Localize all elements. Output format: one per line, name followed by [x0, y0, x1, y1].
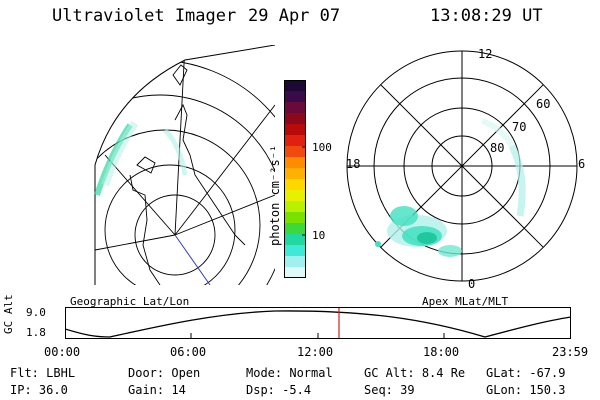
colorbar-cell	[284, 124, 306, 136]
coastline	[129, 174, 161, 285]
date-label: 29 Apr 07	[248, 6, 341, 26]
mlt-label-top: 12	[478, 47, 493, 61]
colorbar-cell	[284, 102, 306, 114]
colorbar-cell	[284, 267, 306, 278]
colorbar-cell	[284, 223, 306, 235]
colorbar-cell	[284, 80, 306, 92]
info-gain: Gain: 14	[128, 383, 186, 397]
colorbar-cell	[284, 212, 306, 224]
aurora-emission	[163, 128, 188, 176]
mlat-label-60: 60	[536, 97, 551, 111]
colorbar-cell	[284, 245, 306, 257]
altitude-xtick: 12:00	[297, 345, 334, 359]
info-seq: Seq: 39	[364, 383, 415, 397]
latitude-circle	[134, 194, 216, 276]
mlt-label-right: 6	[578, 157, 586, 171]
sensor-line	[174, 234, 211, 285]
altitude-ytick-bottom: 1.8	[26, 326, 46, 339]
colorbar-tick-100: 100	[312, 141, 332, 154]
aurora-emission	[101, 120, 139, 187]
mlt-label-left: 18	[346, 157, 361, 171]
colorbar	[284, 80, 306, 278]
longitude-line	[174, 194, 275, 236]
colorbar-tick-10: 10	[312, 229, 326, 242]
colorbar-cell	[284, 179, 306, 191]
colorbar-unit-label: photon cm⁻²s⁻¹	[268, 144, 282, 246]
time-label: 13:08:29 UT	[430, 6, 543, 26]
coastline	[174, 103, 246, 246]
info-flt: Flt: LBHL	[10, 366, 76, 380]
altitude-xtick: 18:00	[423, 345, 460, 359]
geographic-map	[94, 45, 275, 285]
mlat-label-80: 80	[490, 141, 505, 155]
altitude-ylabel: GC Alt	[2, 294, 15, 334]
colorbar-cell	[284, 190, 306, 202]
longitude-line	[104, 154, 176, 236]
colorbar-cell	[284, 113, 306, 125]
colorbar-cell	[284, 135, 306, 147]
latitude-circle	[95, 94, 275, 285]
aurora-oval	[375, 118, 526, 257]
info-dsp: Dsp: -5.4	[246, 383, 312, 397]
altitude-xtick: 00:00	[44, 345, 81, 359]
longitude-line	[174, 104, 275, 236]
latitude-circle	[95, 129, 261, 285]
colorbar-cell	[284, 146, 306, 158]
colorbar-cell	[284, 256, 306, 268]
colorbar-cell	[284, 91, 306, 103]
longitude-line	[174, 45, 186, 236]
info-gc-alt: GC Alt: 8.4 Re	[364, 366, 466, 380]
info-mode: Mode: Normal	[246, 366, 333, 380]
coastline	[172, 64, 188, 86]
info-ip: IP: 36.0	[10, 383, 68, 397]
mlat-label-70: 70	[512, 120, 527, 134]
polar-panel-label: Apex MLat/MLT	[422, 295, 509, 308]
altitude-xtick: 23:59	[552, 345, 589, 359]
geo-panel-label: Geographic Lat/Lon	[70, 295, 190, 308]
mlt-label-bottom: 0	[468, 277, 476, 291]
longitude-line	[95, 234, 176, 251]
polar-plot	[346, 50, 578, 282]
colorbar-cell	[284, 234, 306, 246]
instrument-title: Ultraviolet Imager	[52, 6, 237, 26]
colorbar-cell	[284, 168, 306, 180]
info-glat: GLat: -67.9	[486, 366, 566, 380]
colorbar-cell	[284, 201, 306, 213]
altitude-ytick-top: 9.0	[26, 306, 46, 319]
colorbar-cell	[284, 157, 306, 169]
altitude-plot	[65, 307, 571, 339]
info-door: Door: Open	[128, 366, 201, 380]
coastline	[136, 156, 156, 174]
altitude-xtick: 06:00	[170, 345, 207, 359]
info-glon: GLon: 150.3	[486, 383, 566, 397]
altitude-curve	[65, 310, 571, 338]
latitude-circle	[104, 164, 236, 285]
